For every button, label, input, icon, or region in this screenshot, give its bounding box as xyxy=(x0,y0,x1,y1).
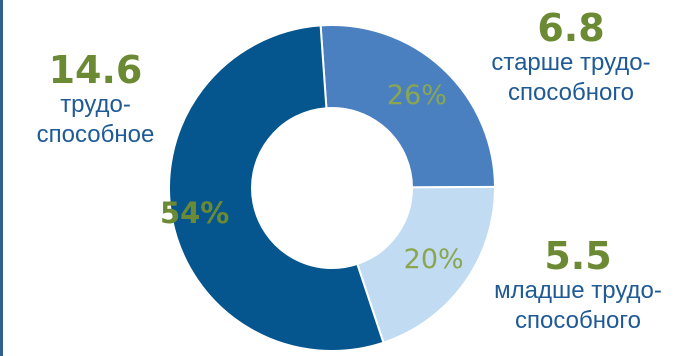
callout-working-age: 14.6 трудо- способное xyxy=(8,50,183,150)
slice-label-working-age: 54% xyxy=(160,196,229,230)
callout-above-working-age-label-line2: способного xyxy=(508,79,634,106)
callout-working-age-value: 14.6 xyxy=(48,48,143,92)
left-edge-border xyxy=(0,0,3,356)
callout-above-working-age-value: 6.8 xyxy=(537,6,605,50)
callout-above-working-age: 6.8 старше трудо- способного xyxy=(460,8,682,108)
callout-above-working-age-label-line1: старше трудо- xyxy=(491,49,651,76)
callout-below-working-age-label-line2: способного xyxy=(515,307,641,334)
slice-above-working-age xyxy=(319,24,497,189)
callout-below-working-age: 5.5 младше трудо- способного xyxy=(460,236,696,336)
callout-below-working-age-value: 5.5 xyxy=(544,234,612,278)
callout-below-working-age-label-line1: младше трудо- xyxy=(494,277,662,304)
slice-below-working-age xyxy=(356,185,496,344)
slice-working-age xyxy=(168,24,385,352)
callout-working-age-label-line2: способное xyxy=(36,121,155,148)
slice-label-above-working-age: 26% xyxy=(387,80,447,111)
callout-working-age-label-line1: трудо- xyxy=(60,91,131,118)
slice-label-below-working-age: 20% xyxy=(404,244,464,275)
